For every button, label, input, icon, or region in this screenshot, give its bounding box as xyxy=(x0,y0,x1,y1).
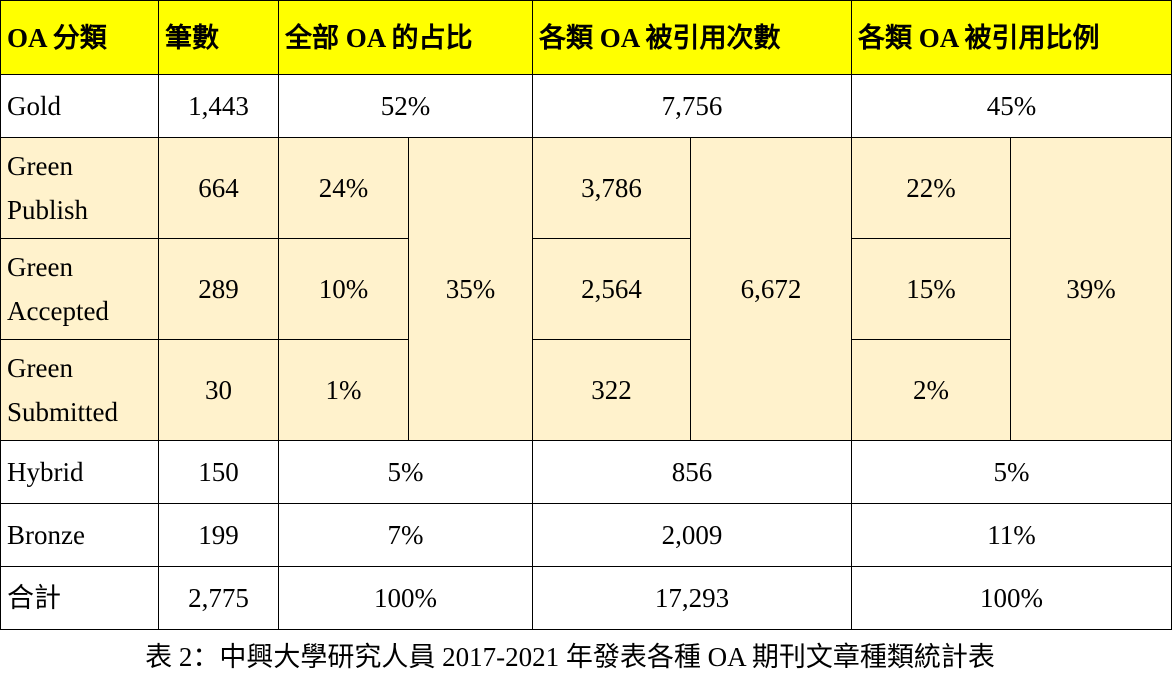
share-cell: 10% xyxy=(278,238,409,340)
count-cell: 664 xyxy=(158,137,279,239)
row-label: Gold xyxy=(0,74,159,138)
cite-ratio-cell: 11% xyxy=(851,503,1172,567)
citations-cell: 2,564 xyxy=(532,238,692,340)
citations-cell: 2,009 xyxy=(532,503,853,567)
header-row: OA 分類 筆數 全部 OA 的占比 各類 OA 被引用次數 各類 OA 被引用… xyxy=(0,0,1172,75)
oa-statistics-table: OA 分類 筆數 全部 OA 的占比 各類 OA 被引用次數 各類 OA 被引用… xyxy=(0,0,1172,630)
cite-ratio-cell: 2% xyxy=(851,339,1012,441)
table-caption: 表 2：中興大學研究人員 2017-2021 年發表各種 OA 期刊文章種類統計… xyxy=(145,642,995,672)
citations-cell: 856 xyxy=(532,440,853,504)
cite-ratio-cell: 45% xyxy=(851,74,1172,138)
count-cell: 30 xyxy=(158,339,279,441)
share-cell: 5% xyxy=(277,440,534,504)
green-total-citations-cell: 6,672 xyxy=(690,137,853,441)
green-total-share-cell: 35% xyxy=(407,137,534,441)
table-row-hybrid: Hybrid 150 5% 856 5% xyxy=(0,440,1172,504)
table-row-green-submitted: Green Submitted 30 1% 322 2% xyxy=(0,339,1172,441)
count-cell: 2,775 xyxy=(158,566,279,630)
share-cell: 1% xyxy=(278,339,409,441)
count-cell: 199 xyxy=(158,503,279,567)
header-oa-category: OA 分類 xyxy=(0,0,159,75)
table-row-green-publish: Green Publish 664 24% 35% 3,786 6,672 22%… xyxy=(0,137,1172,441)
cite-ratio-cell: 100% xyxy=(851,566,1172,630)
header-share: 全部 OA 的占比 xyxy=(277,0,534,75)
count-cell: 1,443 xyxy=(158,74,279,138)
count-cell: 289 xyxy=(158,238,279,340)
count-cell: 150 xyxy=(158,440,279,504)
share-cell: 24% xyxy=(278,137,409,239)
header-citations: 各類 OA 被引用次數 xyxy=(532,0,853,75)
table-row-total: 合計 2,775 100% 17,293 100% xyxy=(0,566,1172,630)
table-row-gold: Gold 1,443 52% 7,756 45% xyxy=(0,74,1172,138)
table-row-green-accepted: Green Accepted 289 10% 2,564 15% xyxy=(0,238,1172,340)
cite-ratio-cell: 22% xyxy=(851,137,1012,239)
citations-cell: 3,786 xyxy=(532,137,692,239)
share-cell: 100% xyxy=(277,566,534,630)
row-label: Green Publish xyxy=(0,137,159,239)
row-label: Hybrid xyxy=(0,440,159,504)
cite-ratio-cell: 15% xyxy=(851,238,1012,340)
row-label-line1: Green xyxy=(7,151,73,181)
row-label-line2: Submitted xyxy=(7,397,119,427)
citations-cell: 17,293 xyxy=(532,566,853,630)
row-label: Green Submitted xyxy=(0,339,159,441)
row-label-line1: Green xyxy=(7,252,73,282)
row-label: Green Accepted xyxy=(0,238,159,340)
table-row-bronze: Bronze 199 7% 2,009 11% xyxy=(0,503,1172,567)
row-label: Bronze xyxy=(0,503,159,567)
header-cite-ratio: 各類 OA 被引用比例 xyxy=(851,0,1172,75)
row-label-line2: Publish xyxy=(7,195,89,225)
cite-ratio-cell: 5% xyxy=(851,440,1172,504)
header-count: 筆數 xyxy=(158,0,279,75)
citations-cell: 7,756 xyxy=(532,74,853,138)
share-cell: 52% xyxy=(277,74,534,138)
row-label-line2: Accepted xyxy=(7,296,109,326)
citations-cell: 322 xyxy=(532,339,692,441)
row-label-line1: Green xyxy=(7,353,73,383)
green-total-cite-ratio-cell: 39% xyxy=(1010,137,1172,441)
share-cell: 7% xyxy=(277,503,534,567)
row-label: 合計 xyxy=(0,566,159,630)
